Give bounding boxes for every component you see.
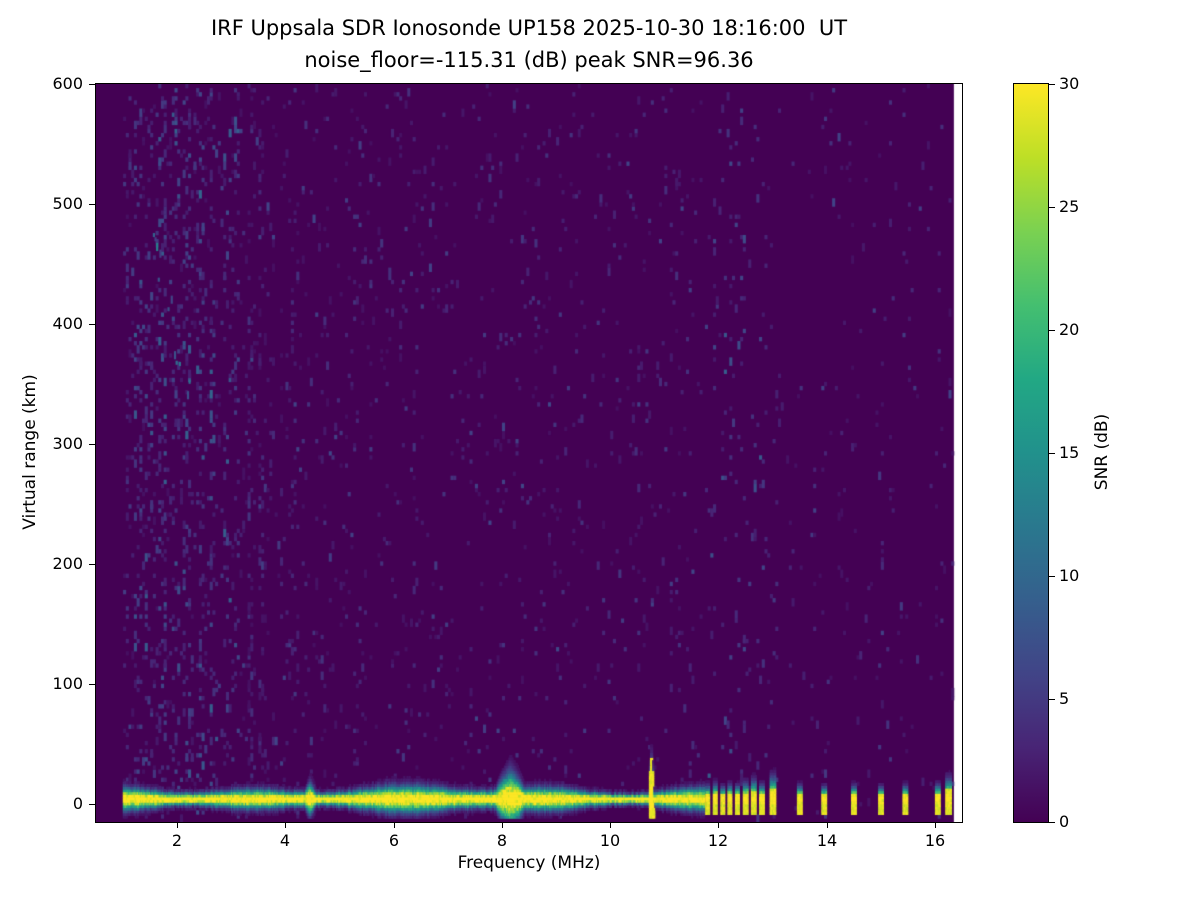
x-tick-mark [610, 822, 611, 828]
colorbar-gradient [1014, 84, 1048, 822]
x-tick-label: 8 [496, 831, 508, 850]
y-tick-label: 200 [52, 554, 83, 573]
y-tick-mark [89, 204, 95, 205]
colorbar-tick-label: 0 [1059, 812, 1070, 831]
colorbar-tick-mark [1049, 453, 1055, 454]
colorbar-tick-label: 20 [1059, 320, 1080, 339]
ionogram-heatmap [96, 84, 962, 822]
y-tick-mark [89, 324, 95, 325]
x-tick-mark [177, 822, 178, 828]
colorbar-tick-label: 5 [1059, 689, 1070, 708]
y-tick-label: 0 [72, 794, 83, 813]
y-tick-label: 300 [52, 434, 83, 453]
x-tick-label: 4 [279, 831, 291, 850]
y-tick-label: 600 [52, 74, 83, 93]
x-tick-label: 16 [924, 831, 946, 850]
x-tick-label: 14 [816, 831, 838, 850]
y-tick-mark [89, 804, 95, 805]
colorbar-tick-mark [1049, 207, 1055, 208]
colorbar-tick-mark [1049, 576, 1055, 577]
x-tick-mark [285, 822, 286, 828]
x-tick-mark [394, 822, 395, 828]
x-tick-label: 10 [599, 831, 621, 850]
y-tick-mark [89, 684, 95, 685]
x-tick-mark [935, 822, 936, 828]
x-tick-label: 6 [388, 831, 400, 850]
colorbar-tick-label: 10 [1059, 566, 1080, 585]
y-tick-label: 100 [52, 674, 83, 693]
colorbar [1013, 83, 1049, 823]
y-tick-label: 500 [52, 194, 83, 213]
y-tick-mark [89, 444, 95, 445]
x-tick-label: 12 [707, 831, 729, 850]
y-tick-mark [89, 84, 95, 85]
y-tick-label: 400 [52, 314, 83, 333]
plot-area [95, 83, 963, 823]
y-tick-mark [89, 564, 95, 565]
colorbar-tick-label: 30 [1059, 74, 1080, 93]
colorbar-tick-mark [1049, 822, 1055, 823]
x-tick-label: 2 [171, 831, 183, 850]
colorbar-tick-label: 15 [1059, 443, 1080, 462]
x-tick-mark [718, 822, 719, 828]
chart-subtitle: noise_floor=-115.31 (dB) peak SNR=96.36 [304, 48, 754, 72]
colorbar-tick-mark [1049, 84, 1055, 85]
x-tick-mark [827, 822, 828, 828]
x-tick-mark [502, 822, 503, 828]
x-axis-label: Frequency (MHz) [457, 853, 601, 873]
chart-title: IRF Uppsala SDR Ionosonde UP158 2025-10-… [210, 16, 848, 40]
colorbar-tick-mark [1049, 699, 1055, 700]
colorbar-tick-label: 25 [1059, 197, 1080, 216]
colorbar-tick-mark [1049, 330, 1055, 331]
